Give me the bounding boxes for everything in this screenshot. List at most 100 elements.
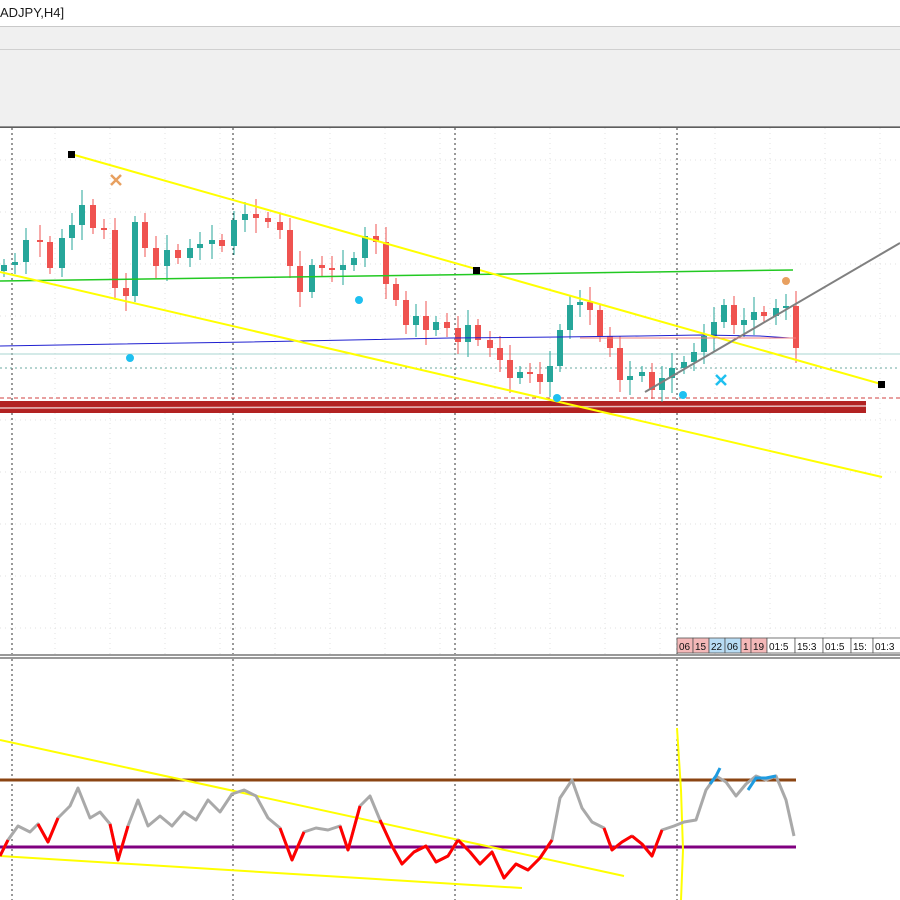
candle-bull [164, 250, 170, 266]
oscillator-oversold-segment [338, 805, 362, 852]
candle-bear [607, 336, 613, 348]
oscillator-oversold-segment [456, 838, 554, 880]
candle-bull [231, 220, 237, 246]
moving-average-blue [0, 334, 791, 347]
candle-bull [1, 265, 7, 271]
candle-bull [340, 265, 346, 270]
candle-bear [297, 266, 303, 292]
candle-bull [132, 222, 138, 296]
candle-bear [403, 300, 409, 325]
candle-bull [741, 320, 747, 325]
oscillator-oversold-segment [631, 829, 664, 858]
candle-bear [373, 236, 379, 242]
time-label-box [872, 637, 900, 654]
candle-bull [627, 376, 633, 380]
candle-bull [711, 322, 717, 336]
time-label: 1 [743, 642, 749, 653]
candle-bull [79, 205, 85, 225]
trendline-lower[interactable] [0, 271, 883, 478]
candle-bear [597, 310, 603, 336]
signal-dot-icon [679, 391, 687, 399]
candles [1, 190, 799, 402]
candle-bear [253, 214, 259, 218]
overlay-lines[interactable] [0, 151, 900, 478]
time-label: 19 [753, 642, 765, 653]
oscillator-overbought-segment [708, 767, 722, 785]
candle-bull [783, 306, 789, 308]
time-label: 15 [695, 642, 707, 653]
time-label: 06 [727, 642, 739, 653]
trendline-gray[interactable] [644, 242, 900, 393]
signal-dot-icon [355, 296, 363, 304]
time-label: 01:3 [875, 642, 895, 653]
candle-bear [329, 268, 335, 270]
candle-bull [567, 305, 573, 330]
oscillator-oversold-segment [378, 819, 460, 866]
candle-bear [475, 325, 481, 340]
moving-average-green [0, 269, 794, 282]
oscillator-oversold-segment [36, 817, 60, 844]
candle-bear [393, 284, 399, 300]
candle-bear [153, 248, 159, 266]
candle-bull [547, 366, 553, 382]
trendline-anchor-handle[interactable] [473, 267, 480, 274]
candle-bear [112, 230, 118, 288]
candle-bull [23, 240, 29, 262]
orange-x-mark-icon [110, 174, 122, 186]
candle-bear [793, 306, 799, 348]
time-label: 01:5 [769, 642, 789, 653]
candle-bear [123, 288, 129, 296]
candle-bull [669, 368, 675, 378]
candle-bear [537, 374, 543, 382]
candle-bear [319, 265, 325, 268]
candle-bull [721, 305, 727, 322]
trendline-anchor-handle[interactable] [68, 151, 75, 158]
candle-bear [101, 228, 107, 230]
candle-bull [659, 378, 665, 390]
oscillator-vertical-marker [676, 727, 685, 900]
candle-bear [277, 222, 283, 230]
candle-bull [209, 240, 215, 244]
candle-bull [773, 308, 779, 316]
candle-bear [47, 242, 53, 268]
time-label: 06 [679, 642, 691, 653]
cyan-x-mark-icon [715, 374, 727, 386]
candle-bear [423, 316, 429, 330]
oscillator-oversold-segment [0, 839, 10, 857]
candle-bull [681, 362, 687, 368]
oscillator-panel [0, 727, 796, 900]
candle-bear [587, 302, 593, 310]
oscillator-trendline-upper [0, 739, 625, 877]
signal-dot-icon [553, 394, 561, 402]
candle-bear [731, 305, 737, 325]
candle-bull [362, 236, 368, 258]
oscillator-oversold-segment [278, 827, 306, 862]
candle-bear [265, 218, 271, 222]
candle-bull [197, 244, 203, 248]
candle-bull [12, 262, 18, 265]
toolbar-area [0, 26, 900, 128]
oscillator-overbought-segment [746, 774, 777, 791]
candle-bull [691, 352, 697, 362]
candle-bear [287, 230, 293, 266]
time-label: 22 [711, 642, 723, 653]
candle-bear [761, 312, 767, 316]
candle-bear [175, 250, 181, 258]
orange-dot-icon [782, 277, 790, 285]
candle-bear [497, 348, 503, 360]
candle-bull [577, 302, 583, 305]
candle-bear [37, 240, 43, 242]
chart-title-bar: ADJPY,H4] [0, 0, 900, 26]
time-label: 15:3 [797, 642, 817, 653]
candle-bear [527, 372, 533, 374]
time-label: 15: [853, 642, 867, 653]
trendline-anchor-handle[interactable] [878, 381, 885, 388]
candle-bear [383, 242, 389, 284]
candle-bull [351, 258, 357, 265]
candle-bull [242, 214, 248, 220]
candle-bull [69, 225, 75, 238]
candle-bear [649, 372, 655, 390]
candle-bear [487, 340, 493, 348]
